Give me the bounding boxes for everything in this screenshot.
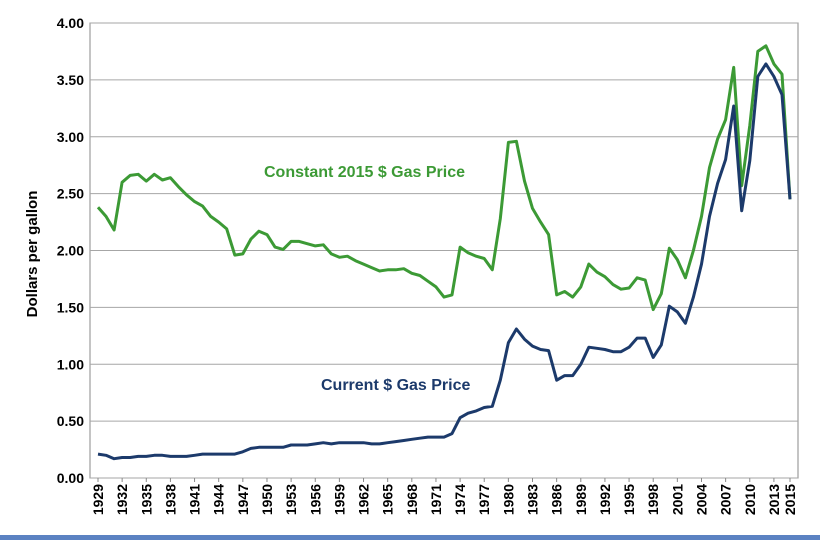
x-tick-label: 2004 [693, 484, 709, 515]
y-tick-label: 2.00 [57, 243, 84, 259]
x-tick-label: 1941 [187, 484, 203, 515]
y-tick-label: 3.00 [57, 129, 84, 145]
y-tick-label: 1.00 [57, 356, 84, 372]
x-tick-label: 2015 [782, 484, 798, 515]
x-tick-label: 2010 [742, 484, 758, 515]
x-tick-label: 1977 [476, 484, 492, 515]
x-tick-label: 1944 [211, 484, 227, 515]
x-tick-label: 1962 [356, 484, 372, 515]
x-tick-label: 1959 [331, 484, 347, 515]
x-tick-labels: 1929 1932 1935 1938 1941 1944 1947 1950 1953 1956… [90, 478, 798, 515]
y-tick-label: 0.50 [57, 413, 84, 429]
x-tick-label: 1974 [452, 484, 468, 515]
x-tick-label: 1965 [380, 484, 396, 515]
x-tick-label: 1968 [404, 484, 420, 515]
x-tick-label: 1989 [573, 484, 589, 515]
y-tick-label: 4.00 [57, 15, 84, 31]
grid-layer [90, 22, 798, 479]
x-tick-label: 1938 [162, 484, 178, 515]
x-tick-label: 1998 [645, 484, 661, 515]
x-tick-label: 1971 [428, 484, 444, 515]
y-tick-label: 0.00 [57, 470, 84, 486]
annotation-current-price: Current $ Gas Price [321, 377, 471, 394]
x-tick-label: 1956 [307, 484, 323, 515]
y-tick-label: 3.50 [57, 72, 84, 88]
series-layer [96, 44, 792, 461]
y-tick-label: 1.50 [57, 299, 84, 315]
y-axis-label: Dollars per gallon [24, 191, 41, 318]
x-tick-label: 1950 [259, 484, 275, 515]
x-tick-label: 2013 [766, 484, 782, 515]
series-line-constant-price [96, 44, 792, 312]
x-tick-label: 2001 [669, 484, 685, 515]
x-tick-label: 1992 [597, 484, 613, 515]
annotation-constant-price: Constant 2015 $ Gas Price [264, 164, 465, 181]
x-tick-label: 1995 [621, 484, 637, 515]
x-tick-label: 1986 [549, 484, 565, 515]
x-tick-label: 1947 [235, 484, 251, 515]
x-tick-label: 1953 [283, 484, 299, 515]
x-tick-label: 1932 [114, 484, 130, 515]
x-tick-label: 1935 [138, 484, 154, 515]
y-tick-labels: 0.00 0.50 1.00 1.50 2.00 2.50 3.00 3.50 4.00 [57, 15, 84, 486]
x-tick-label: 1980 [500, 484, 516, 515]
y-tick-label: 2.50 [57, 186, 84, 202]
x-tick-label: 2007 [718, 484, 734, 515]
x-tick-label: 1983 [525, 484, 541, 515]
series-line-current-price [97, 62, 792, 461]
x-tick-label: 1929 [90, 484, 106, 515]
